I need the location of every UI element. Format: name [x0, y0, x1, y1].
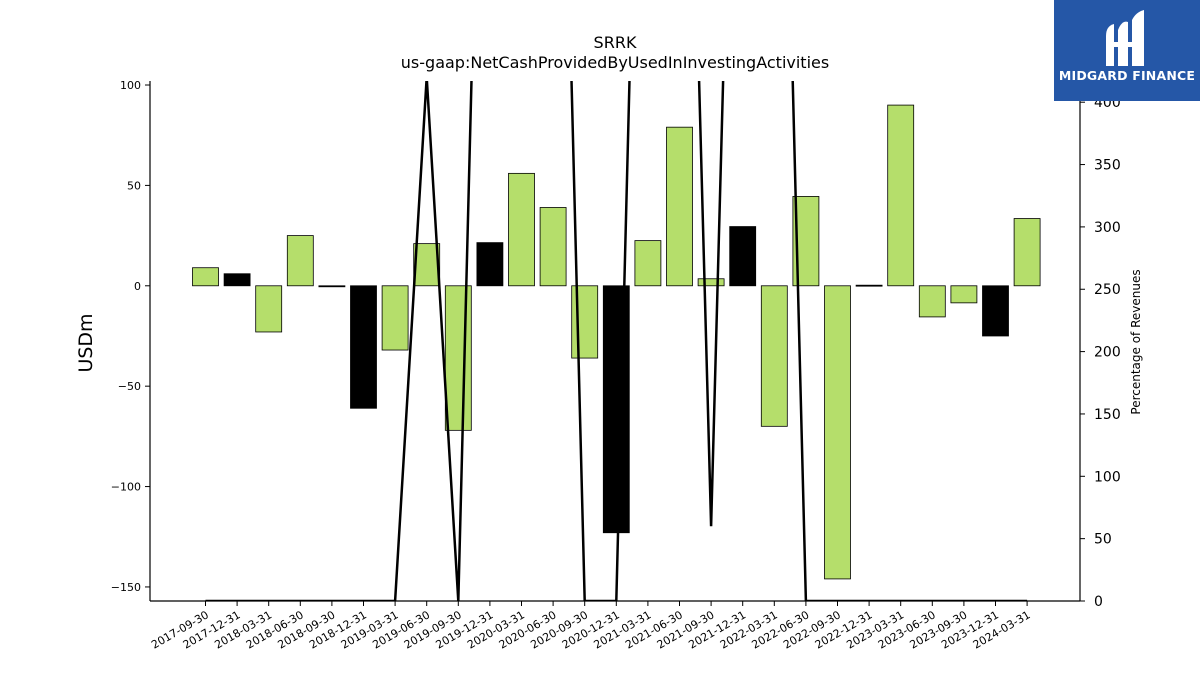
bar: [255, 285, 283, 333]
y-tick-label: 50: [127, 179, 141, 192]
bar: [508, 172, 535, 287]
bar: [539, 207, 567, 287]
y-tick-label: −50: [118, 380, 141, 393]
y-tick-label: −150: [111, 581, 141, 594]
bar: [476, 242, 504, 287]
y2-tick-label: 150: [1094, 407, 1121, 423]
bar: [223, 273, 251, 287]
y2-tick-label: 300: [1094, 220, 1121, 236]
y-tick-label: 100: [120, 79, 141, 92]
bar: [350, 285, 377, 409]
bar: [634, 240, 662, 287]
bar: [982, 285, 1009, 337]
logo: MIDGARD FINANCE: [1054, 0, 1200, 101]
logo-mark-icon: [1106, 10, 1144, 66]
chart-subtitle: us-gaap:NetCashProvidedByUsedInInvesting…: [401, 53, 829, 72]
y2-tick-label: 50: [1094, 532, 1112, 548]
bar: [666, 126, 693, 287]
y2-axis-label: Percentage of Revenues: [1129, 269, 1143, 414]
y2-tick-label: 200: [1094, 345, 1121, 361]
bar: [413, 243, 441, 287]
bar: [697, 278, 725, 287]
bar: [286, 235, 314, 287]
bar: [918, 285, 946, 318]
bar: [729, 226, 757, 287]
bar: [824, 285, 851, 580]
bar: [192, 267, 219, 287]
y2-tick-label: 250: [1094, 282, 1121, 298]
bar: [381, 285, 409, 351]
bar: [950, 285, 978, 304]
y2-tick-label: 350: [1094, 158, 1121, 174]
chart-title: SRRK: [594, 33, 637, 52]
bar: [1013, 218, 1041, 287]
bar: [444, 285, 472, 431]
bar: [760, 285, 788, 427]
y-tick-label: 0: [134, 280, 141, 293]
bar: [318, 285, 346, 288]
bar: [855, 284, 883, 287]
y2-tick-label: 100: [1094, 469, 1121, 485]
bar: [602, 285, 630, 534]
logo-text: MIDGARD FINANCE: [1058, 68, 1196, 83]
bar: [571, 285, 599, 359]
y-axis-label: USDm: [75, 313, 97, 372]
y2-tick-label: 0: [1094, 594, 1103, 610]
y-tick-label: −100: [111, 481, 141, 494]
bar: [887, 104, 915, 287]
